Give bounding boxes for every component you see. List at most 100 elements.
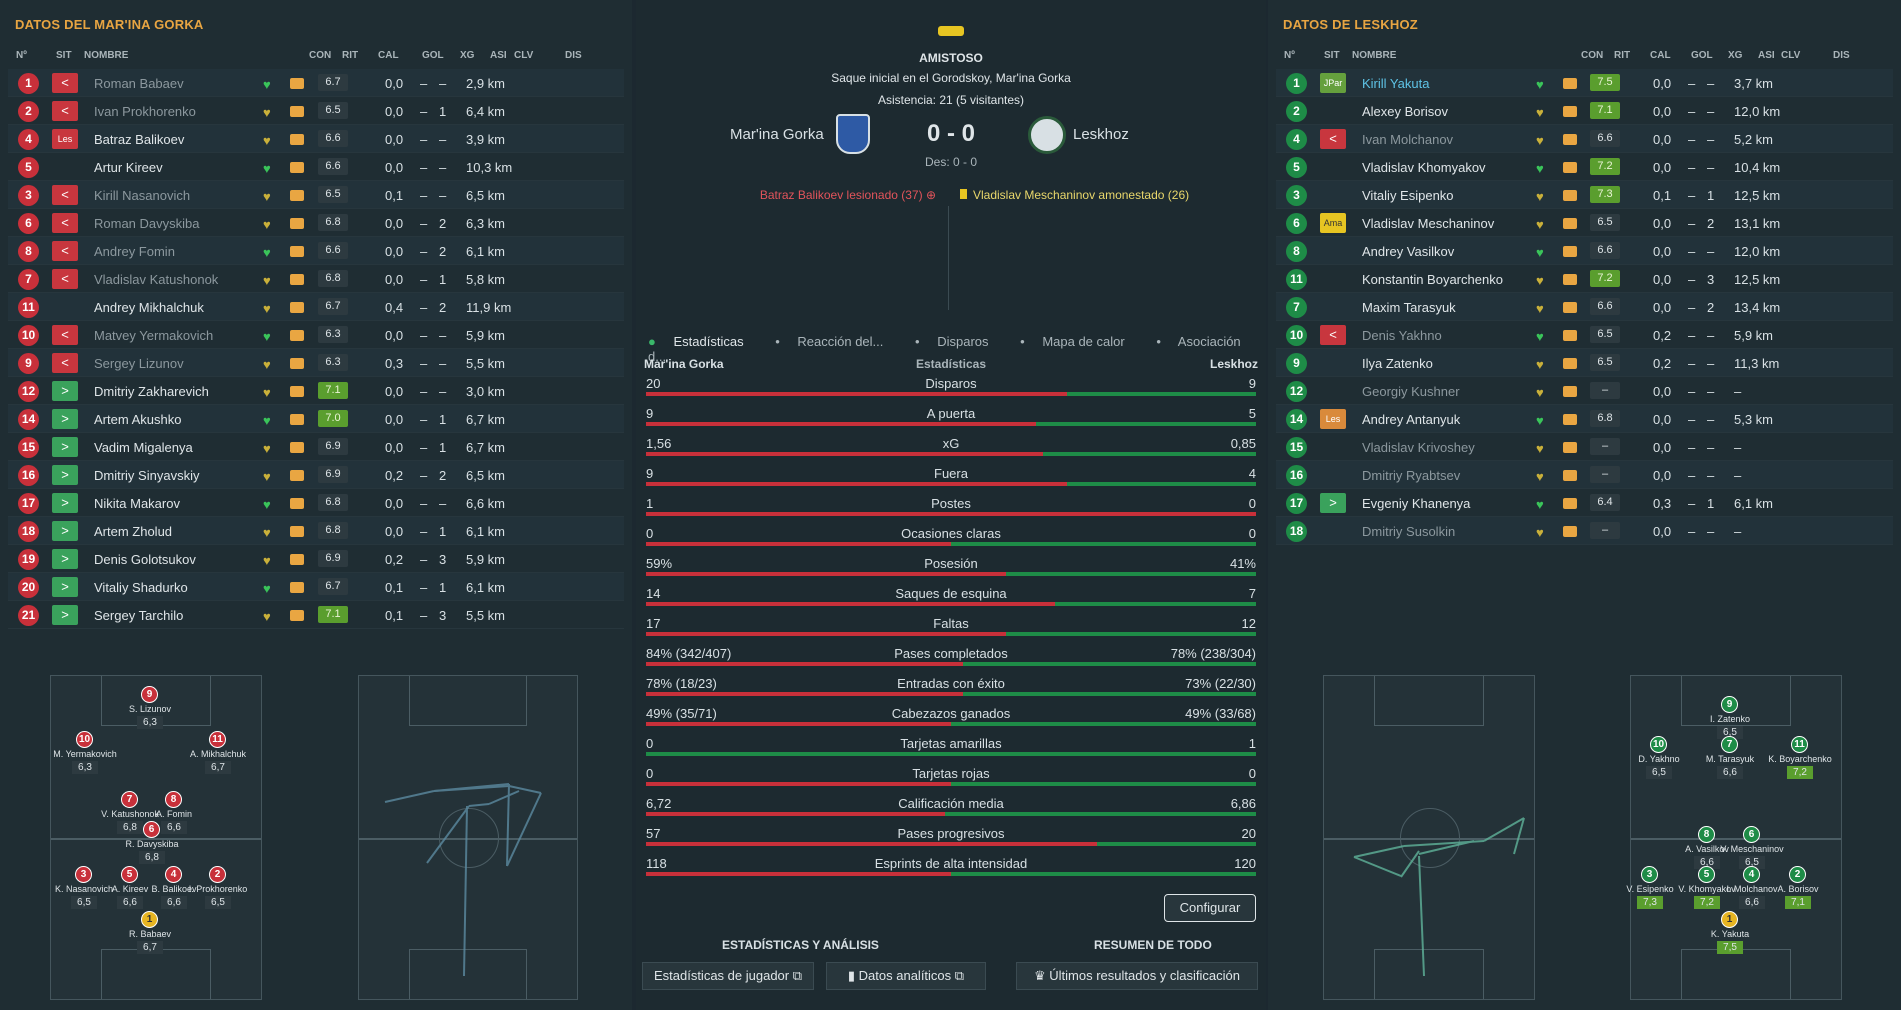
tab-reaccion[interactable]: • Reacción del...	[775, 334, 897, 349]
player-name[interactable]: Evgeniy Khanenya	[1362, 496, 1471, 511]
player-row[interactable]: 2 Alexey Borisov ♥ 7.1 0,0 – – 12,0 km	[1276, 97, 1893, 125]
formation-marker[interactable]: 10	[1650, 736, 1667, 753]
player-name[interactable]: Nikita Makarov	[94, 496, 180, 511]
col-gol[interactable]: GOL	[422, 50, 444, 61]
player-name[interactable]: Artem Zholud	[94, 524, 173, 539]
player-row[interactable]: 14 > Artem Akushko ♥ 7.0 0,0 –1 6,7 km	[8, 405, 624, 433]
player-row[interactable]: 10 < Denis Yakhno ♥ 6.5 0,2 – – 5,9 km	[1276, 321, 1893, 349]
formation-marker[interactable]: 3	[1641, 866, 1658, 883]
player-row[interactable]: 16 > Dmitriy Sinyavskiy ♥ 6.9 0,2 –2 6,5 km	[8, 461, 624, 489]
player-row[interactable]: 18 > Artem Zholud ♥ 6.8 0,0 –1 6,1 km	[8, 517, 624, 545]
player-name[interactable]: Batraz Balikoev	[94, 132, 185, 147]
player-row[interactable]: 9 Ilya Zatenko ♥ 6.5 0,2 – – 11,3 km	[1276, 349, 1893, 377]
player-name[interactable]: Dmitriy Sinyavskiy	[94, 468, 200, 483]
formation-marker[interactable]: 5	[1698, 866, 1715, 883]
col-asi[interactable]: ASI	[490, 50, 507, 61]
formation-marker[interactable]: 6	[1743, 826, 1760, 843]
player-row[interactable]: 3 Vitaliy Esipenko ♥ 7.3 0,1 –1 12,5 km	[1276, 181, 1893, 209]
player-name[interactable]: Kirill Yakuta	[1362, 76, 1430, 91]
formation-marker[interactable]: 7	[121, 791, 138, 808]
formation-marker[interactable]: 4	[1743, 866, 1760, 883]
col-con[interactable]: CON	[309, 50, 332, 61]
formation-marker[interactable]: 8	[165, 791, 182, 808]
player-row[interactable]: 2 < Ivan Prokhorenko ♥ 6.5 0,0 –1 6,4 km	[8, 97, 624, 125]
away-crest-icon[interactable]	[1028, 116, 1066, 154]
formation-marker[interactable]: 2	[1789, 866, 1806, 883]
player-row[interactable]: 17 > Evgeniy Khanenya ♥ 6.4 0,3 –1 6,1 km	[1276, 489, 1893, 517]
formation-marker[interactable]: 11	[209, 731, 226, 748]
formation-marker[interactable]: 4	[165, 866, 182, 883]
player-row[interactable]: 6 Ama Vladislav Meschaninov ♥ 6.5 0,0 –2 13,1 k…	[1276, 209, 1893, 237]
configure-button[interactable]: Configurar	[1164, 894, 1256, 922]
formation-marker[interactable]: 1	[1721, 911, 1738, 928]
player-name[interactable]: Vladislav Meschaninov	[1362, 216, 1495, 231]
col-rit[interactable]: RIT	[342, 50, 359, 61]
player-row[interactable]: 4 < Ivan Molchanov ♥ 6.6 0,0 – – 5,2 km	[1276, 125, 1893, 153]
tab-mapa-calor[interactable]: • Mapa de calor	[1020, 334, 1139, 349]
col-con[interactable]: CON	[1581, 50, 1604, 61]
player-name[interactable]: Vladislav Katushonok	[94, 272, 219, 287]
results-button[interactable]: ♛ Últimos resultados y clasificación	[1016, 962, 1258, 990]
col-xg[interactable]: XG	[460, 50, 475, 61]
player-name[interactable]: Sergey Tarchilo	[94, 608, 184, 623]
player-row[interactable]: 5 Artur Kireev ♥ 6.6 0,0 – – 10,3 km	[8, 153, 624, 181]
player-name[interactable]: Vladislav Krivoshey	[1362, 440, 1475, 455]
player-name[interactable]: Kirill Nasanovich	[94, 188, 191, 203]
player-name[interactable]: Roman Davyskiba	[94, 216, 200, 231]
player-row[interactable]: 5 Vladislav Khomyakov ♥ 7.2 0,0 – – 10,4 km	[1276, 153, 1893, 181]
player-name[interactable]: Maxim Tarasyuk	[1362, 300, 1456, 315]
col-num[interactable]: Nº	[16, 50, 27, 61]
col-sit[interactable]: SIT	[1324, 50, 1340, 61]
formation-marker[interactable]: 6	[143, 821, 160, 838]
col-clv[interactable]: CLV	[514, 50, 534, 61]
tab-asociacion[interactable]: • Asociación d...	[648, 334, 1241, 364]
col-gol[interactable]: GOL	[1691, 50, 1713, 61]
col-rit[interactable]: RIT	[1614, 50, 1631, 61]
col-dis[interactable]: DIS	[565, 50, 582, 61]
formation-marker[interactable]: 1	[141, 911, 158, 928]
col-nombre[interactable]: NOMBRE	[1352, 50, 1397, 61]
player-row[interactable]: 10 < Matvey Yermakovich ♥ 6.3 0,0 – – 5,9 km	[8, 321, 624, 349]
player-row[interactable]: 7 Maxim Tarasyuk ♥ 6.6 0,0 –2 13,4 km	[1276, 293, 1893, 321]
player-row[interactable]: 3 < Kirill Nasanovich ♥ 6.5 0,1 – – 6,5 km	[8, 181, 624, 209]
player-row[interactable]: 8 Andrey Vasilkov ♥ 6.6 0,0 – – 12,0 km	[1276, 237, 1893, 265]
player-name[interactable]: Denis Golotsukov	[94, 552, 196, 567]
player-name[interactable]: Dmitriy Ryabtsev	[1362, 468, 1461, 483]
player-name[interactable]: Ivan Molchanov	[1362, 132, 1454, 147]
player-row[interactable]: 11 Andrey Mikhalchuk ♥ 6.7 0,4 –2 11,9 km	[8, 293, 624, 321]
player-row[interactable]: 11 Konstantin Boyarchenko ♥ 7.2 0,0 –3 12,5 km	[1276, 265, 1893, 293]
player-name[interactable]: Vadim Migalenya	[94, 440, 193, 455]
player-row[interactable]: 12 Georgiy Kushner ♥ –0,0– – –	[1276, 377, 1893, 405]
col-cal[interactable]: CAL	[378, 50, 399, 61]
formation-marker[interactable]: 3	[75, 866, 92, 883]
player-name[interactable]: Vitaliy Shadurko	[94, 580, 188, 595]
player-row[interactable]: 9 < Sergey Lizunov ♥ 6.3 0,3 – – 5,5 km	[8, 349, 624, 377]
player-row[interactable]: 19 > Denis Golotsukov ♥ 6.9 0,2 –3 5,9 km	[8, 545, 624, 573]
player-row[interactable]: 21 > Sergey Tarchilo ♥ 7.1 0,1 –3 5,5 km	[8, 601, 624, 629]
player-row[interactable]: 14 Les Andrey Antanyuk ♥ 6.8 0,0 – – 5,3 km	[1276, 405, 1893, 433]
player-row[interactable]: 20 > Vitaliy Shadurko ♥ 6.7 0,1 –1 6,1 km	[8, 573, 624, 601]
player-name[interactable]: Ivan Prokhorenko	[94, 104, 196, 119]
player-stats-button[interactable]: Estadísticas de jugador ⧉	[642, 962, 814, 990]
player-name[interactable]: Andrey Antanyuk	[1362, 412, 1461, 427]
col-dis[interactable]: DIS	[1833, 50, 1850, 61]
player-name[interactable]: Dmitriy Zakharevich	[94, 384, 209, 399]
player-name[interactable]: Artur Kireev	[94, 160, 163, 175]
player-name[interactable]: Georgiy Kushner	[1362, 384, 1460, 399]
col-cal[interactable]: CAL	[1650, 50, 1671, 61]
away-team-name[interactable]: Leskhoz	[1073, 126, 1129, 143]
player-row[interactable]: 15 > Vadim Migalenya ♥ 6.9 0,0 –1 6,7 km	[8, 433, 624, 461]
player-name[interactable]: Ilya Zatenko	[1362, 356, 1433, 371]
formation-marker[interactable]: 11	[1791, 736, 1808, 753]
player-name[interactable]: Alexey Borisov	[1362, 104, 1448, 119]
formation-marker[interactable]: 2	[209, 866, 226, 883]
formation-marker[interactable]: 9	[141, 686, 158, 703]
formation-marker[interactable]: 7	[1721, 736, 1738, 753]
player-row[interactable]: 1 < Roman Babaev ♥ 6.7 0,0 – – 2,9 km	[8, 69, 624, 97]
player-row[interactable]: 4 Les Batraz Balikoev ♥ 6.6 0,0 – – 3,9 km	[8, 125, 624, 153]
player-row[interactable]: 15 Vladislav Krivoshey ♥ –0,0– – –	[1276, 433, 1893, 461]
player-name[interactable]: Matvey Yermakovich	[94, 328, 214, 343]
player-name[interactable]: Dmitriy Susolkin	[1362, 524, 1456, 539]
player-row[interactable]: 6 < Roman Davyskiba ♥ 6.8 0,0 –2 6,3 km	[8, 209, 624, 237]
player-name[interactable]: Vladislav Khomyakov	[1362, 160, 1486, 175]
